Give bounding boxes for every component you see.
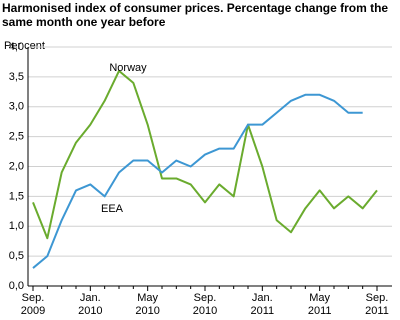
x-tick-label: Jan. 2011 — [250, 292, 275, 317]
y-tick-label: 3,5 — [9, 71, 24, 83]
y-tick-label: 0,0 — [9, 280, 24, 292]
y-tick-label: 1,0 — [9, 220, 24, 232]
line-series — [32, 69, 378, 240]
series-label: EEA — [101, 203, 124, 215]
x-tick-label: May 2010 — [135, 292, 160, 317]
x-tick-label: May 2011 — [307, 292, 332, 317]
series-label: Norway — [109, 62, 147, 74]
x-tick-label: Sep. 2010 — [192, 292, 218, 317]
y-tick-label: 2,0 — [9, 160, 24, 172]
x-tick-label: Jan. 2010 — [78, 292, 103, 317]
y-tick-label: 3,0 — [9, 101, 24, 113]
x-tick-label: Sep. 2009 — [20, 292, 46, 317]
y-tick-label: 4,0 — [9, 41, 24, 53]
line-series — [32, 93, 363, 269]
y-tick-label: 0,5 — [9, 250, 24, 262]
chart-title: Harmonised index of consumer prices. Per… — [2, 1, 389, 29]
y-tick-label: 1,5 — [9, 190, 24, 202]
y-axis-label: Per cent — [4, 40, 45, 52]
y-tick-label: 2,5 — [9, 131, 24, 143]
x-tick-label: Sep. 2011 — [365, 292, 389, 317]
